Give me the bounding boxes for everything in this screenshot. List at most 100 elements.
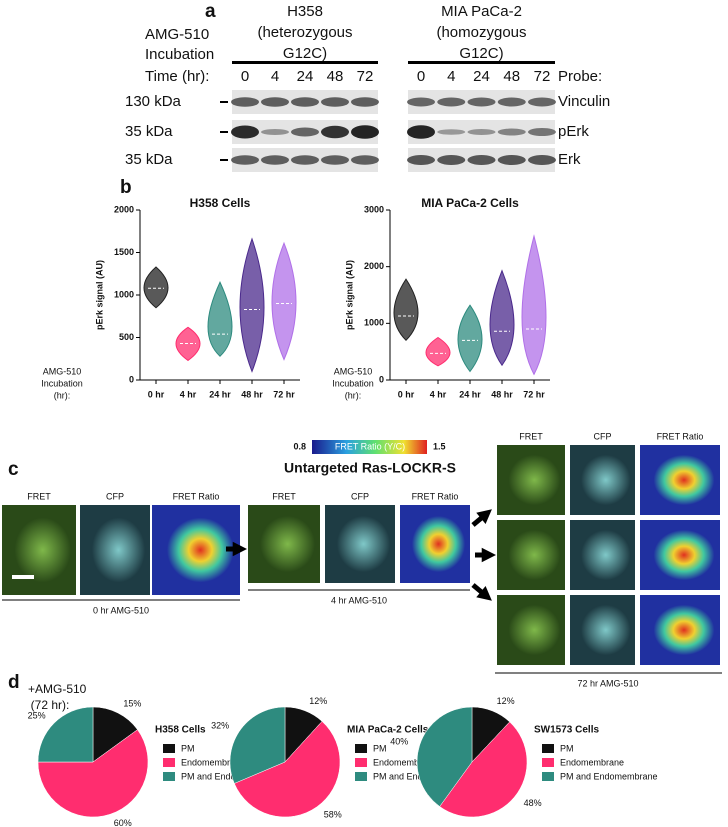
time-label: 24 xyxy=(473,68,490,85)
y-tick-label: 0 xyxy=(379,374,384,384)
size-tick xyxy=(220,101,228,103)
time-label: 0 xyxy=(241,68,249,85)
group-bar xyxy=(232,61,378,64)
y-tick-label: 2000 xyxy=(114,204,134,214)
cell xyxy=(653,454,715,506)
legend-label: PM and Endomembrane xyxy=(181,771,279,781)
violin xyxy=(425,336,451,367)
pie-slice xyxy=(229,706,286,784)
pie-slice xyxy=(439,721,528,818)
band xyxy=(528,128,556,136)
x-tick-label: 0 hr xyxy=(398,389,415,399)
pie-value-label: 25% xyxy=(28,710,46,720)
band xyxy=(467,97,496,107)
row-label: Incubation xyxy=(41,378,83,388)
x-tick-label: 24 hr xyxy=(459,389,481,399)
pie-value-label: 12% xyxy=(497,696,515,706)
cell xyxy=(581,454,631,506)
x-tick-label: 48 hr xyxy=(491,389,513,399)
group-label: 72 hr AMG-510 xyxy=(577,678,638,688)
x-tick-label: 48 hr xyxy=(241,389,263,399)
group-name: G12C) xyxy=(283,45,327,62)
channel-label: CFP xyxy=(106,491,124,501)
group-name: (homozygous xyxy=(436,24,526,41)
legend-label: PM xyxy=(560,743,574,753)
cell xyxy=(166,517,234,583)
legend-swatch xyxy=(542,744,554,753)
legend-swatch xyxy=(355,772,367,781)
y-tick-label: 2000 xyxy=(364,261,384,271)
group-name: MIA PaCa-2 xyxy=(441,3,522,20)
legend-swatch xyxy=(163,772,175,781)
legend-swatch xyxy=(355,744,367,753)
size-label: 35 kDa xyxy=(125,123,173,140)
y-tick-label: 3000 xyxy=(364,204,384,214)
pie-value-label: 32% xyxy=(211,720,229,730)
x-tick-label: 4 hr xyxy=(430,389,447,399)
x-tick-label: 72 hr xyxy=(273,389,295,399)
pie-slice xyxy=(416,706,473,807)
violin xyxy=(207,281,233,357)
time-label: 48 xyxy=(503,68,520,85)
band xyxy=(528,155,556,165)
legend-label: PM and Endomembrane xyxy=(560,771,658,781)
y-tick-label: 500 xyxy=(119,332,134,342)
band xyxy=(321,155,349,165)
legend-swatch xyxy=(163,744,175,753)
pie-value-label: 15% xyxy=(123,698,141,708)
panel-label: c xyxy=(8,459,19,480)
group-label: 4 hr AMG-510 xyxy=(331,595,387,605)
scale-bar xyxy=(12,575,34,579)
band xyxy=(351,125,379,139)
chart-title: H358 Cells xyxy=(190,196,251,210)
band xyxy=(407,97,435,107)
group-name: G12C) xyxy=(459,45,503,62)
group-bar xyxy=(408,61,555,64)
legend-label: Endomembrane xyxy=(373,757,437,767)
band xyxy=(261,97,289,107)
size-tick xyxy=(220,159,228,161)
violin xyxy=(489,269,515,367)
colorbar xyxy=(312,440,427,454)
legend-swatch xyxy=(355,758,367,767)
band xyxy=(497,155,526,165)
x-tick-label: 4 hr xyxy=(180,389,197,399)
pie-value-label: 48% xyxy=(524,798,542,808)
x-tick-label: 24 hr xyxy=(209,389,231,399)
row-label: AMG-510 xyxy=(43,366,82,376)
panel-label: a xyxy=(205,1,216,22)
legend-label: PM xyxy=(373,743,387,753)
legend-label: Endomembrane xyxy=(560,757,624,767)
band xyxy=(497,97,526,107)
row-label: (hr): xyxy=(54,390,71,400)
band xyxy=(261,155,289,165)
band xyxy=(291,155,319,165)
band xyxy=(291,97,319,107)
y-tick-label: 0 xyxy=(129,374,134,384)
time-label: 4 xyxy=(271,68,279,85)
group-label: 0 hr AMG-510 xyxy=(93,605,149,615)
time-label: 72 xyxy=(534,68,551,85)
cell xyxy=(260,515,315,573)
y-tick-label: 1500 xyxy=(114,247,134,257)
colorbar-label: FRET Ratio (Y/C) xyxy=(335,441,405,451)
time-label: 72 xyxy=(357,68,374,85)
time-label: 48 xyxy=(327,68,344,85)
group-name: (heterozygous xyxy=(257,24,352,41)
arrow-head xyxy=(481,547,496,563)
time-label: 0 xyxy=(417,68,425,85)
row-label: Incubation xyxy=(332,378,374,388)
violin xyxy=(239,237,265,373)
band xyxy=(407,125,435,139)
probe-label: Vinculin xyxy=(558,93,610,110)
group-name: H358 xyxy=(287,3,323,20)
arrow-head xyxy=(476,509,492,524)
band xyxy=(497,128,526,136)
chart-title: H358 Cells xyxy=(155,725,206,736)
y-tick-label: 1000 xyxy=(114,289,134,299)
violin xyxy=(457,304,483,373)
time-label: 24 xyxy=(297,68,314,85)
band xyxy=(467,155,496,165)
band xyxy=(437,97,466,107)
